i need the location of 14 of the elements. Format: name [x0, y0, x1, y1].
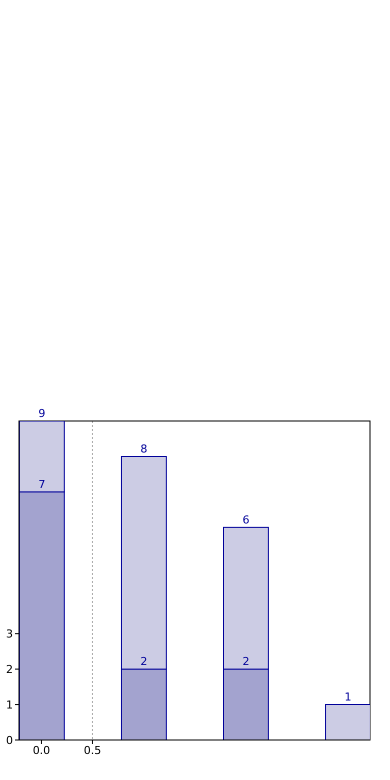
y-tick-label: 3 — [6, 628, 13, 641]
bar — [325, 704, 370, 740]
x-tick-label: 0.5 — [84, 744, 102, 757]
total-label: 9 — [38, 407, 46, 420]
data-label: 7 — [38, 478, 46, 491]
data-label: 2 — [140, 655, 148, 668]
y-tick-label: 1 — [6, 698, 13, 712]
total-label: 6 — [242, 513, 250, 526]
y-tick-label: 2 — [6, 663, 13, 676]
total-label: 1 — [344, 690, 352, 704]
total-label: 8 — [140, 442, 148, 456]
x-tick-label: 0.0 — [32, 744, 50, 757]
data-label: 2 — [242, 655, 250, 668]
y-tick-label: 0 — [6, 734, 13, 747]
